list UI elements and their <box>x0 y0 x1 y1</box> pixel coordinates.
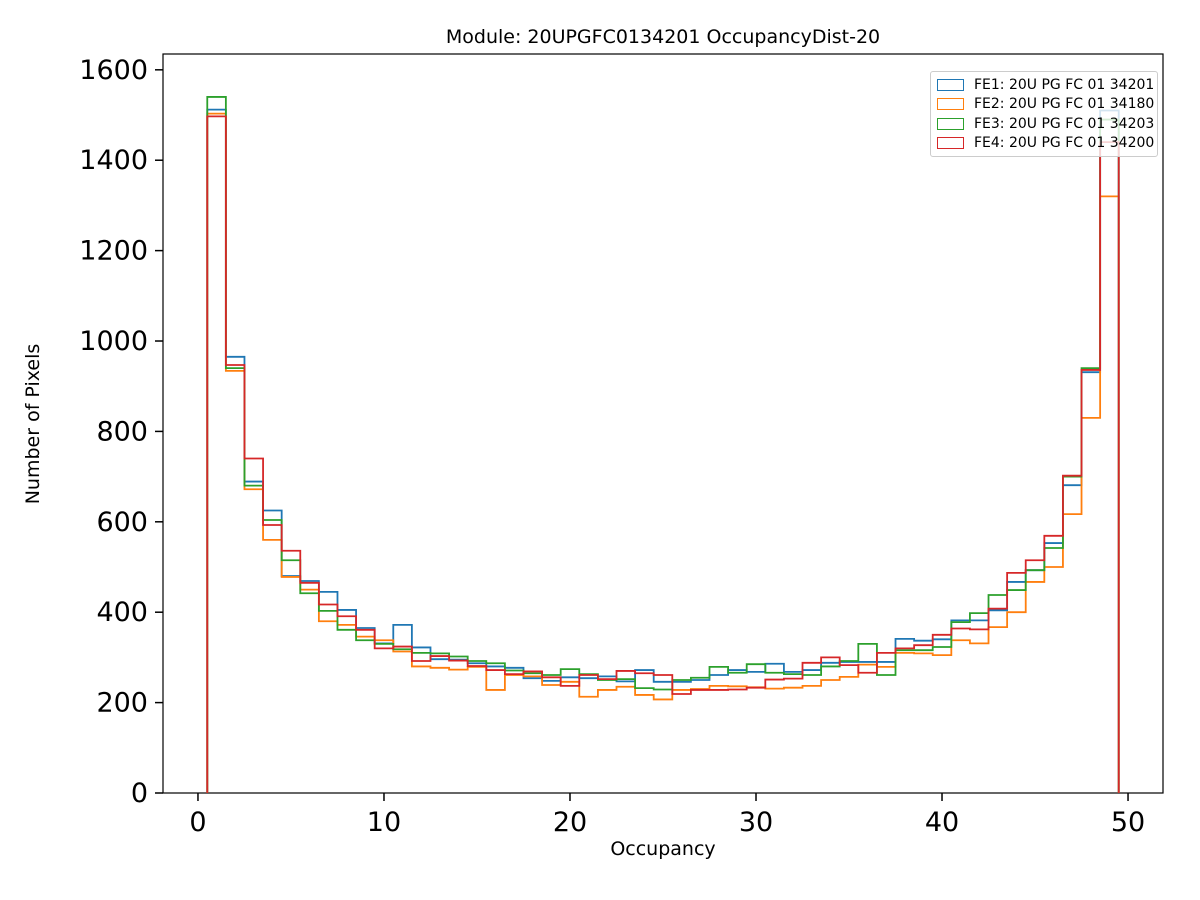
fe1-swatch-icon <box>937 79 964 91</box>
fe2-swatch-icon <box>937 98 964 111</box>
y-axis-label: Number of Pixels <box>22 343 44 505</box>
series-step-fe3 <box>206 96 1120 793</box>
fe3-swatch-icon <box>937 117 964 130</box>
legend-label-fe1: FE1: 20U PG FC 01 34201 <box>974 77 1155 93</box>
x-tick-label-30: 30 <box>739 807 773 838</box>
fe4-swatch-icon <box>937 136 964 149</box>
series-step-fe1 <box>206 108 1120 793</box>
y-tick-label-800: 800 <box>96 416 148 447</box>
y-tick-label-1600: 1600 <box>79 55 148 86</box>
legend-row-fe4: FE4: 20U PG FC 01 34200 <box>937 134 1155 152</box>
x-axis-label: Occupancy <box>610 838 716 860</box>
y-tick-label-200: 200 <box>96 688 148 719</box>
y-tick-label-1200: 1200 <box>79 236 148 267</box>
x-tick-label-20: 20 <box>553 807 587 838</box>
legend-box: FE1: 20U PG FC 01 34201 FE2: 20U PG FC 0… <box>930 71 1158 157</box>
x-tick-label-10: 10 <box>367 807 401 838</box>
chart-title: Module: 20UPGFC0134201 OccupancyDist-20 <box>445 26 881 48</box>
legend-label-fe2: FE2: 20U PG FC 01 34180 <box>974 96 1155 113</box>
series-step-fe2 <box>206 112 1120 793</box>
y-tick-label-1000: 1000 <box>79 326 148 357</box>
y-tick-label-400: 400 <box>96 597 148 628</box>
legend-label-fe4: FE4: 20U PG FC 01 34200 <box>974 134 1155 151</box>
y-tick-label-600: 600 <box>96 507 148 538</box>
series-step-fe4 <box>206 115 1120 793</box>
plot-frame <box>162 53 1164 794</box>
x-tick-label-0: 0 <box>189 807 206 838</box>
legend-row-fe3: FE3: 20U PG FC 01 34203 <box>937 115 1155 133</box>
y-tick-label-0: 0 <box>131 778 148 809</box>
y-tick-label-1400: 1400 <box>79 145 148 176</box>
x-tick-label-40: 40 <box>925 807 959 838</box>
legend-row-fe2: FE2: 20U PG FC 01 34180 <box>937 95 1155 113</box>
legend-label-fe3: FE3: 20U PG FC 01 34203 <box>974 115 1155 132</box>
legend-row-fe1: FE1: 20U PG FC 01 34201 <box>937 76 1155 94</box>
x-tick-label-50: 50 <box>1111 807 1145 838</box>
